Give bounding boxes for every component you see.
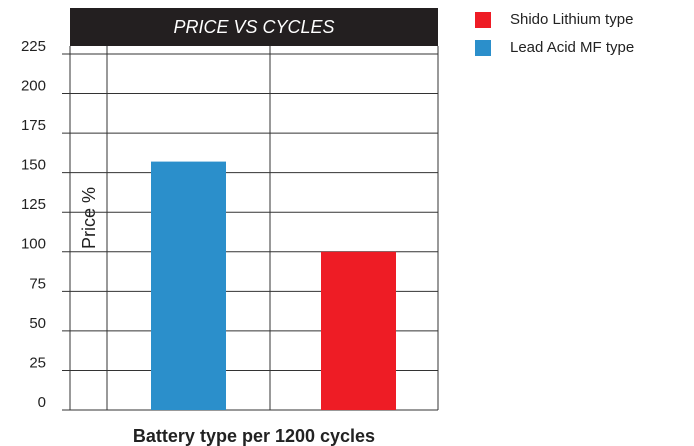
legend-label: Lead Acid MF type xyxy=(510,39,634,56)
chart-title: PRICE VS CYCLES xyxy=(173,17,334,37)
y-tick-label: 0 xyxy=(38,394,46,411)
y-tick-label: 200 xyxy=(21,78,46,95)
legend-swatch xyxy=(475,40,491,56)
y-tick-label: 75 xyxy=(29,275,46,292)
bar xyxy=(321,251,396,410)
title-bar xyxy=(70,8,438,46)
y-tick-label: 100 xyxy=(21,236,46,253)
legend-label: Shido Lithium type xyxy=(510,11,633,28)
y-tick-label: 175 xyxy=(21,117,46,134)
x-axis-label: Battery type per 1200 cycles xyxy=(133,426,375,446)
y-tick-label: 25 xyxy=(29,354,46,371)
y-axis-label: Price % xyxy=(79,187,99,249)
legend-swatch xyxy=(475,12,491,28)
y-tick-label: 125 xyxy=(21,196,46,213)
y-tick-label: 225 xyxy=(21,38,46,55)
y-tick-label: 50 xyxy=(29,315,46,332)
y-tick-label: 150 xyxy=(21,157,46,174)
bar xyxy=(151,161,226,410)
